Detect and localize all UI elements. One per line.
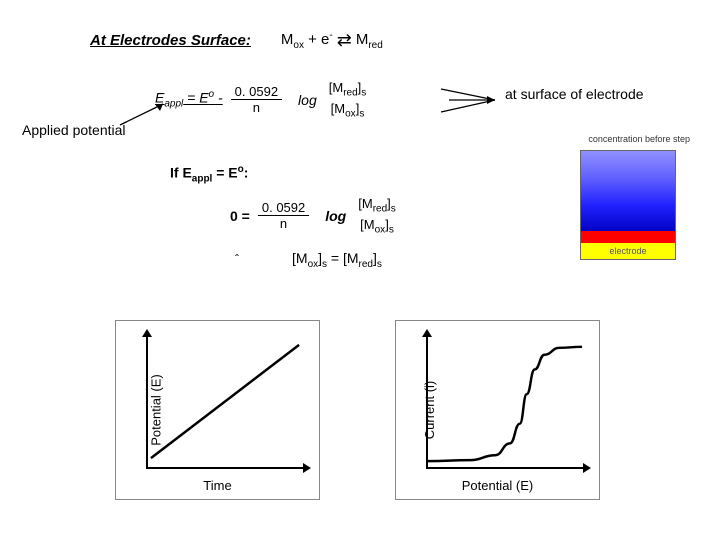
nernst-equation: Eappl = Eo - 0. 0592 n log [Mred]s [Mox]… [155, 80, 370, 119]
surface-label: at surface of electrode [505, 86, 644, 102]
zero-equation: 0 = 0. 0592 n log [Mred]s [Mox]s [230, 196, 400, 235]
surface-arrow-icon [435, 86, 503, 116]
potential-time-chart: Potential (E) Time [115, 320, 320, 500]
reaction-equation: Mox + e- ⇄ Mred [281, 30, 383, 51]
current-potential-chart: Current (i) Potential (E) [395, 320, 600, 500]
condition-text: If Eappl = Eo: [170, 164, 248, 184]
gradient-caption: concentration before step [588, 134, 690, 144]
reaction-arrow-icon: ⇄ [337, 30, 352, 51]
equality-result: [Mox]s = [Mred]s [292, 250, 382, 270]
chart-xlabel: Time [203, 478, 231, 493]
chart-xlabel: Potential (E) [462, 478, 534, 493]
section-title: At Electrodes Surface: [90, 32, 251, 49]
therefore-symbol: ˆ [235, 252, 239, 266]
concentration-gradient-diagram: electrode [580, 150, 676, 260]
applied-potential-label: Applied potential [22, 122, 126, 138]
